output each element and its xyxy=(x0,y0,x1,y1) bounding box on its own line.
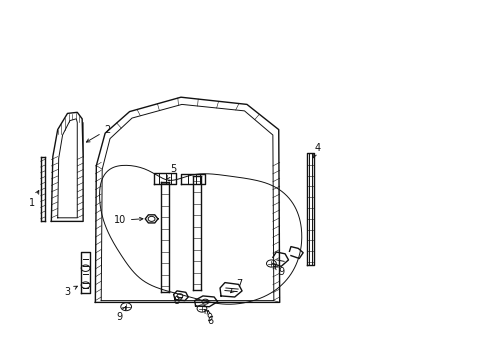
Text: 9: 9 xyxy=(274,266,284,277)
Text: 4: 4 xyxy=(312,143,320,158)
Text: 8: 8 xyxy=(173,296,182,306)
Text: 7: 7 xyxy=(230,279,242,293)
Text: 1: 1 xyxy=(29,190,39,208)
Text: 6: 6 xyxy=(207,310,213,326)
Text: 2: 2 xyxy=(86,125,110,142)
Text: 9: 9 xyxy=(117,306,125,322)
Text: 3: 3 xyxy=(64,286,77,297)
Text: 9: 9 xyxy=(204,310,212,323)
Text: 5: 5 xyxy=(166,164,176,179)
Text: 10: 10 xyxy=(113,215,142,225)
